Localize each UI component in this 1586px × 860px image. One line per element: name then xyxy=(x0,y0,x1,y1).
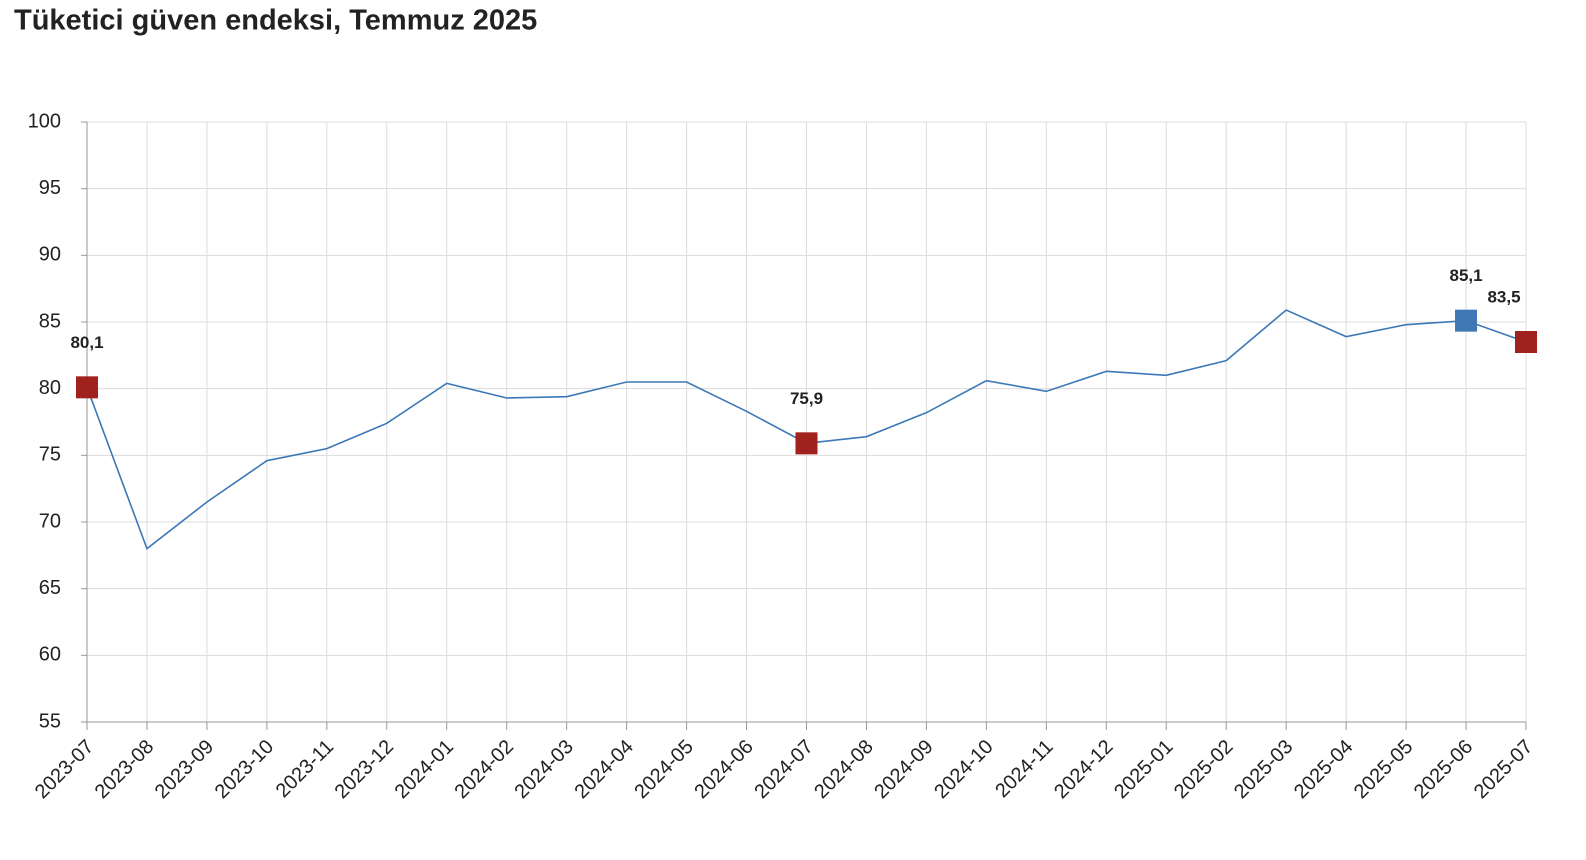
marker xyxy=(76,376,98,399)
y-tick-label: 65 xyxy=(39,577,61,599)
x-tick-label: 2023-09 xyxy=(151,736,218,803)
x-tick-label: 2025-01 xyxy=(1110,736,1177,803)
x-tick-label: 2024-07 xyxy=(750,736,817,803)
x-tick-label: 2024-08 xyxy=(810,736,877,803)
x-tick-label: 2025-02 xyxy=(1170,736,1237,803)
x-tick-label: 2024-05 xyxy=(630,736,697,803)
x-tick-label: 2025-06 xyxy=(1410,736,1477,803)
x-tick-label: 2023-08 xyxy=(91,736,158,803)
x-tick-label: 2024-03 xyxy=(510,736,577,803)
x-tick-label: 2024-04 xyxy=(570,736,637,803)
x-tick-label: 2024-10 xyxy=(930,736,997,803)
x-tick-label: 2024-11 xyxy=(991,736,1057,802)
data-label: 75,9 xyxy=(790,389,823,408)
x-tick-label: 2025-03 xyxy=(1230,736,1297,803)
marker xyxy=(1455,309,1478,332)
data-label: 85,1 xyxy=(1449,266,1482,285)
x-tick-label: 2023-07 xyxy=(31,736,98,803)
x-tick-label: 2025-04 xyxy=(1290,736,1357,803)
x-tick-label: 2024-02 xyxy=(451,736,518,803)
x-tick-label: 2023-11 xyxy=(272,736,338,802)
x-tick-label: 2025-07 xyxy=(1470,736,1537,803)
x-tick-label: 2024-12 xyxy=(1050,736,1117,803)
chart-title: Tüketici güven endeksi, Temmuz 2025 xyxy=(14,5,537,37)
x-tick-label: 2023-12 xyxy=(331,736,398,803)
x-tick-label: 2025-05 xyxy=(1350,736,1417,803)
data-label: 80,1 xyxy=(70,333,103,352)
x-tick-label: 2024-01 xyxy=(391,736,458,803)
y-tick-label: 100 xyxy=(28,110,61,132)
data-label: 83,5 xyxy=(1487,287,1520,306)
y-tick-label: 70 xyxy=(39,510,61,532)
y-tick-label: 85 xyxy=(39,310,61,332)
y-tick-label: 55 xyxy=(39,710,61,732)
x-tick-label: 2023-10 xyxy=(211,736,278,803)
y-tick-label: 80 xyxy=(39,377,61,399)
y-tick-label: 75 xyxy=(39,444,61,466)
y-tick-label: 90 xyxy=(39,244,61,266)
y-tick-label: 60 xyxy=(39,644,61,666)
marker xyxy=(1515,331,1537,353)
x-tick-label: 2024-09 xyxy=(870,736,937,803)
x-tick-label: 2024-06 xyxy=(690,736,757,803)
y-tick-label: 95 xyxy=(39,177,61,199)
marker xyxy=(795,432,818,455)
